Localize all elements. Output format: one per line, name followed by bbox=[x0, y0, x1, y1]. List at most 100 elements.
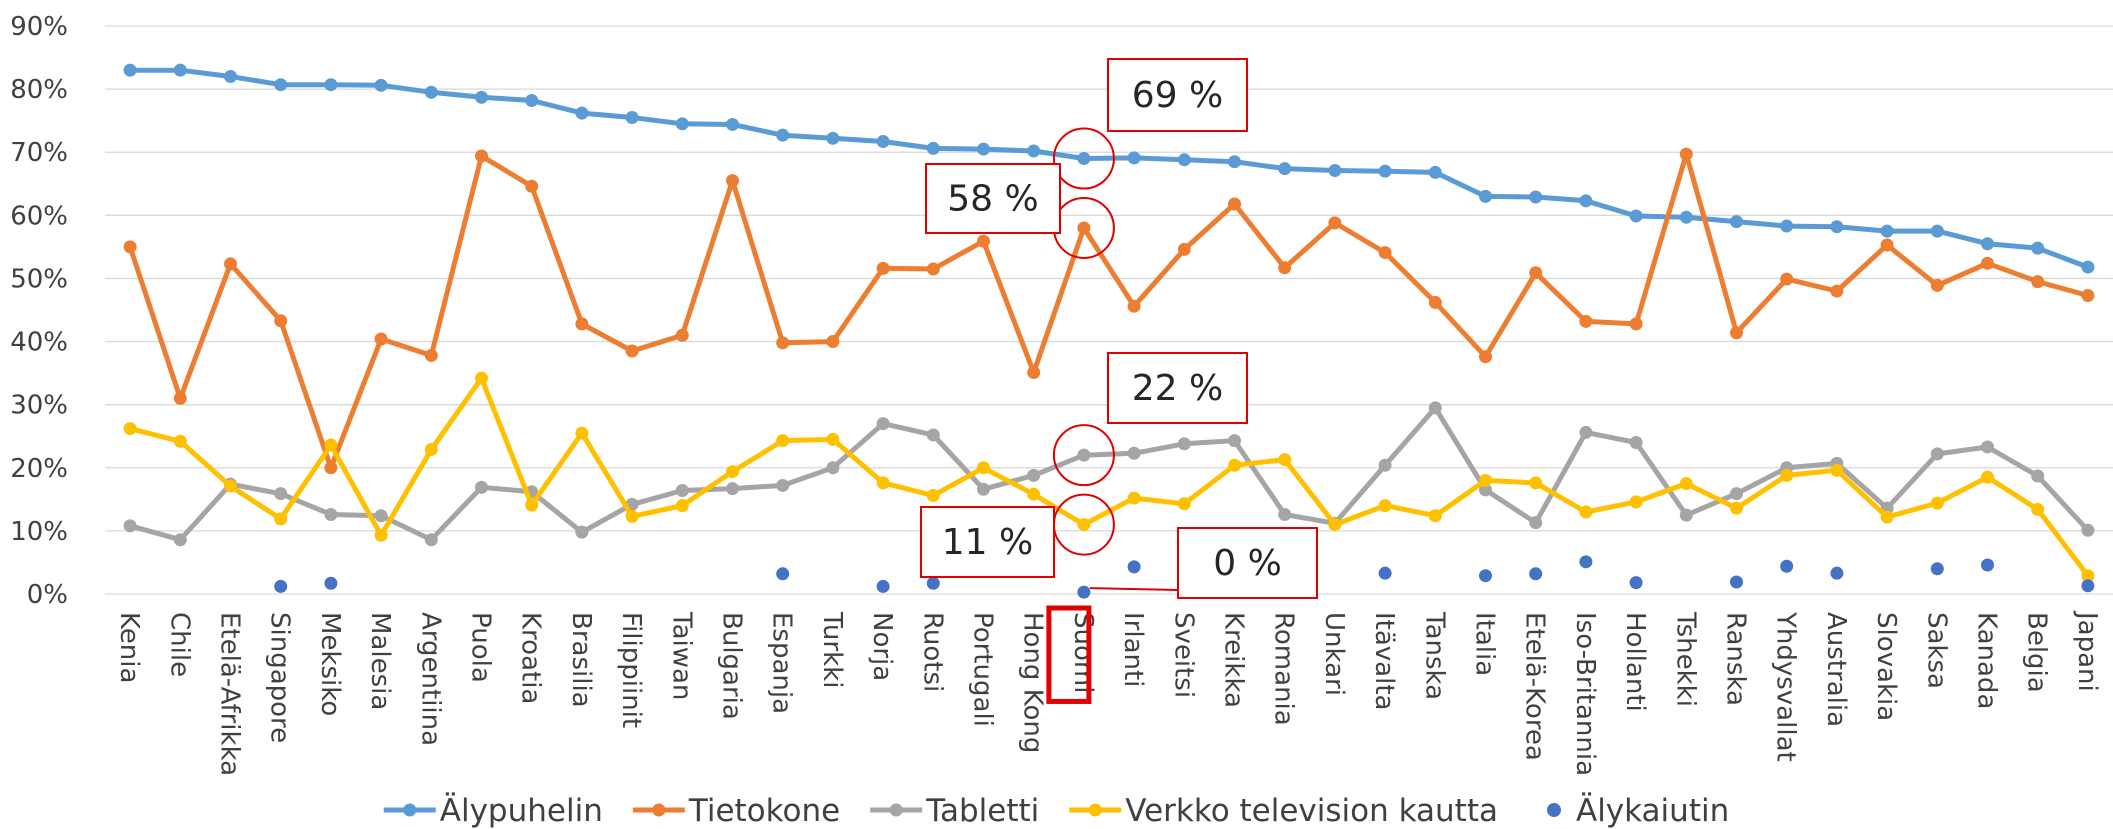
y-tick-label: 60% bbox=[10, 201, 68, 231]
callout-line bbox=[1089, 587, 1179, 591]
point bbox=[1378, 246, 1392, 260]
x-tick-label: Unkari bbox=[1319, 612, 1349, 696]
point bbox=[1077, 518, 1091, 532]
point bbox=[1127, 446, 1141, 460]
point bbox=[1579, 314, 1593, 328]
point bbox=[1529, 476, 1543, 490]
point bbox=[675, 117, 689, 131]
x-tick-label: Bulgaria bbox=[717, 612, 747, 720]
point bbox=[1880, 510, 1894, 524]
x-tick-label: Norja bbox=[867, 612, 897, 681]
point bbox=[1629, 436, 1643, 450]
point bbox=[374, 78, 388, 92]
point bbox=[1529, 190, 1543, 204]
point bbox=[1127, 299, 1141, 313]
point bbox=[575, 317, 589, 331]
point bbox=[1981, 256, 1994, 270]
point bbox=[575, 426, 589, 440]
point bbox=[1830, 284, 1844, 298]
x-tick-label: Japani bbox=[2072, 610, 2102, 692]
point bbox=[1579, 194, 1593, 208]
point bbox=[826, 131, 840, 145]
point bbox=[2081, 288, 2095, 302]
point bbox=[826, 432, 840, 446]
point bbox=[374, 528, 388, 542]
x-tick-label: Taiwan bbox=[666, 611, 696, 700]
point bbox=[876, 134, 890, 148]
annotation-box bbox=[925, 163, 1061, 234]
x-tick-label: Hong Kong bbox=[1018, 612, 1048, 753]
point bbox=[675, 483, 689, 497]
legend-marker bbox=[1546, 803, 1561, 817]
point bbox=[224, 257, 237, 271]
x-tick-label: Irlanti bbox=[1118, 612, 1148, 687]
x-tick-label: Kenia bbox=[114, 612, 144, 683]
point bbox=[1579, 505, 1593, 519]
point bbox=[1730, 326, 1743, 340]
point bbox=[224, 69, 237, 83]
point bbox=[123, 240, 137, 254]
point bbox=[1730, 575, 1743, 589]
point bbox=[173, 533, 187, 547]
point bbox=[1228, 458, 1241, 472]
y-tick-label: 50% bbox=[10, 264, 68, 294]
x-tick-label: Itävalta bbox=[1369, 612, 1399, 710]
point bbox=[1378, 164, 1392, 178]
point bbox=[1027, 365, 1041, 379]
legend-marker bbox=[652, 803, 666, 817]
point bbox=[1428, 509, 1442, 523]
point bbox=[274, 314, 288, 328]
legend-marker bbox=[1088, 803, 1102, 817]
x-tick-label: Saksa bbox=[1921, 612, 1951, 689]
point bbox=[776, 336, 790, 350]
point bbox=[1328, 164, 1342, 178]
legend-label: Verkko television kautta bbox=[1125, 793, 1498, 829]
highlight-circle bbox=[1052, 127, 1115, 190]
point bbox=[123, 519, 137, 533]
point bbox=[1177, 242, 1191, 256]
point bbox=[1730, 215, 1743, 229]
annotation-box bbox=[1107, 58, 1248, 132]
x-tick-label: Brasilia bbox=[566, 612, 596, 708]
point bbox=[123, 63, 137, 77]
y-tick-label: 90% bbox=[10, 12, 68, 42]
legend-label: Tabletti bbox=[925, 793, 1039, 829]
point bbox=[424, 85, 438, 99]
x-tick-label: Argentiina bbox=[415, 612, 445, 746]
point bbox=[324, 507, 338, 521]
series-line bbox=[130, 67, 2089, 270]
point bbox=[2081, 523, 2095, 537]
point bbox=[1780, 219, 1794, 233]
point bbox=[926, 576, 940, 590]
point bbox=[1529, 266, 1543, 280]
annotation: 58 % bbox=[947, 179, 1038, 220]
legend-label: Tietokone bbox=[688, 793, 840, 829]
point bbox=[2031, 502, 2045, 516]
point bbox=[1378, 566, 1392, 580]
point bbox=[1529, 567, 1543, 581]
point bbox=[1679, 508, 1693, 522]
legend-marker bbox=[889, 803, 903, 817]
legend: Älypuhelin Tietokone Tabletti Verkko televi… bbox=[383, 793, 1729, 829]
point bbox=[1981, 237, 1994, 251]
point bbox=[826, 335, 840, 349]
x-tick-label: Etelä-Korea bbox=[1520, 612, 1550, 761]
point bbox=[926, 489, 940, 503]
point bbox=[977, 234, 990, 248]
x-tick-label: Hollanti bbox=[1620, 612, 1650, 712]
point bbox=[1428, 165, 1442, 179]
point bbox=[926, 428, 940, 442]
point bbox=[2081, 260, 2095, 274]
point bbox=[726, 482, 739, 496]
x-tick-label: Australia bbox=[1821, 612, 1851, 727]
y-tick-label: 80% bbox=[10, 75, 68, 105]
x-tick-label: Yhdysvallat bbox=[1771, 611, 1801, 762]
x-tick-label: Espanja bbox=[767, 612, 797, 714]
point bbox=[1328, 216, 1342, 230]
y-tick-label: 30% bbox=[10, 391, 68, 421]
point bbox=[876, 579, 890, 593]
point bbox=[1177, 497, 1191, 511]
point bbox=[1579, 555, 1593, 569]
x-tick-label: Italia bbox=[1470, 612, 1500, 676]
point bbox=[776, 434, 790, 448]
